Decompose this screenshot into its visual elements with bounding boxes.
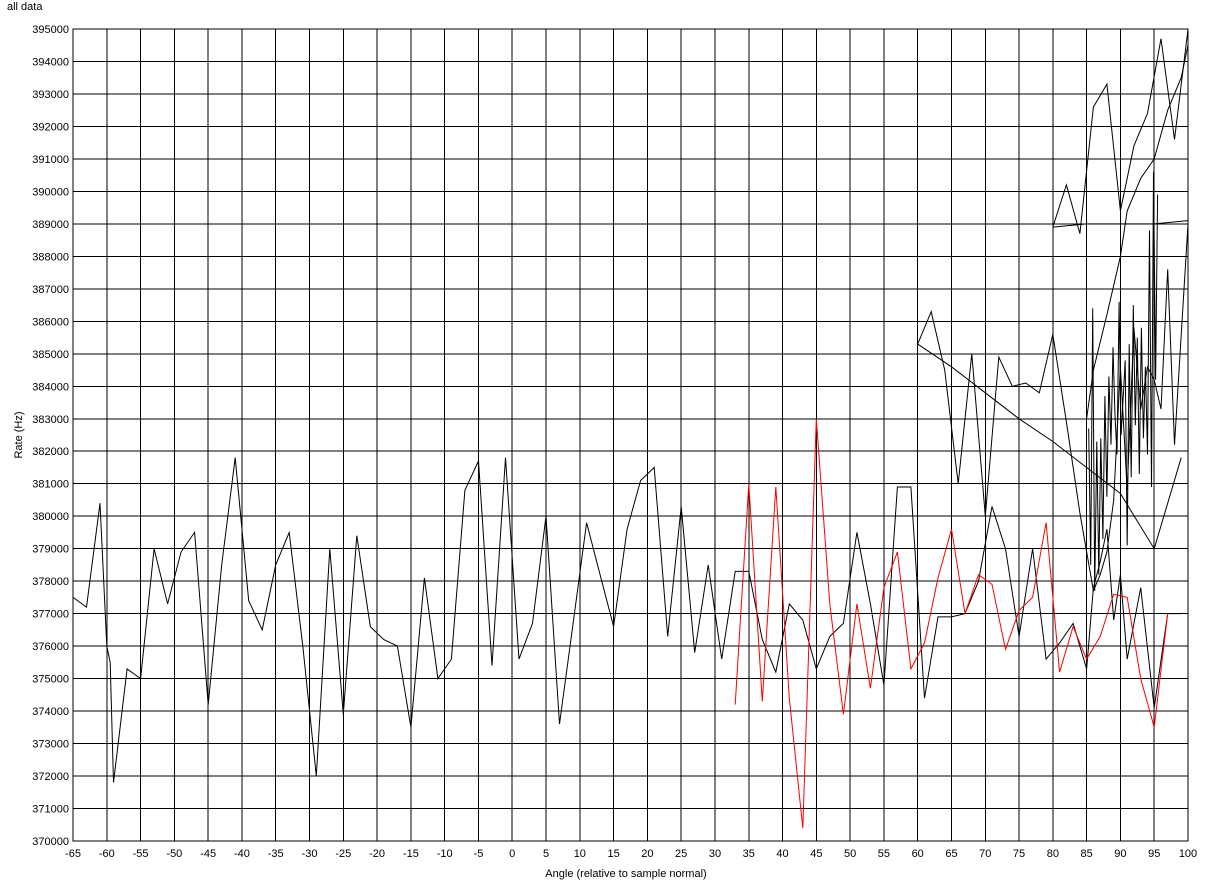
x-tick-label: 45	[810, 848, 822, 860]
x-tick-label: 55	[878, 848, 890, 860]
x-tick-label: -25	[335, 848, 351, 860]
plot-area	[72, 28, 1189, 842]
x-tick-label: -20	[369, 848, 385, 860]
series-line-5	[1052, 220, 1189, 228]
y-tick-label: 374000	[32, 706, 69, 718]
x-tick-label: 5	[543, 848, 549, 860]
x-tick-label: 80	[1047, 848, 1059, 860]
series-line-4	[1052, 28, 1189, 234]
x-tick-label: -55	[133, 848, 149, 860]
x-tick-label: -10	[437, 848, 453, 860]
x-tick-label: 25	[675, 848, 687, 860]
y-tick-label: 390000	[32, 186, 69, 198]
x-tick-label: 50	[844, 848, 856, 860]
y-tick-label: 391000	[32, 154, 69, 166]
y-tick-labels: 370000 371000 372000 373000 374000 375000 3760…	[32, 24, 69, 848]
x-tick-label: -60	[99, 848, 115, 860]
x-tick-label: 40	[776, 848, 788, 860]
x-tick-label: -40	[234, 848, 250, 860]
x-tick-label: -5	[474, 848, 484, 860]
y-tick-label: 373000	[32, 739, 69, 751]
y-tick-label: 378000	[32, 576, 69, 588]
x-tick-label: -35	[268, 848, 284, 860]
series-line-6	[1088, 171, 1159, 591]
y-tick-label: 393000	[32, 89, 69, 101]
y-tick-label: 385000	[32, 349, 69, 361]
grid-lines	[72, 28, 1189, 842]
y-tick-label: 376000	[32, 641, 69, 653]
x-tick-label: 10	[574, 848, 586, 860]
x-tick-label: 70	[979, 848, 991, 860]
y-tick-label: 379000	[32, 544, 69, 556]
y-tick-label: 384000	[32, 381, 69, 393]
x-tick-label: 75	[1013, 848, 1025, 860]
y-tick-label: 388000	[32, 251, 69, 263]
y-tick-label: 383000	[32, 414, 69, 426]
x-tick-label: 95	[1148, 848, 1160, 860]
y-tick-label: 381000	[32, 479, 69, 491]
series-line-3	[917, 343, 1182, 550]
x-tick-label: 65	[945, 848, 957, 860]
x-tick-labels: -65 -60 -55 -50 -45 -40 -35 -30 -25 -20 -15 -10 -5 0 5…	[65, 848, 1197, 860]
y-tick-label: 372000	[32, 771, 69, 783]
y-axis-label: Rate (Hz)	[13, 411, 25, 458]
y-tick-label: 371000	[32, 804, 69, 816]
x-tick-label: 60	[912, 848, 924, 860]
x-tick-label: -30	[302, 848, 318, 860]
x-tick-label: 20	[641, 848, 653, 860]
series-group	[72, 28, 1189, 829]
x-tick-label: 30	[709, 848, 721, 860]
y-tick-label: 375000	[32, 674, 69, 686]
series-line-7	[1086, 45, 1189, 419]
y-tick-label: 382000	[32, 446, 69, 458]
y-tick-label: 370000	[32, 836, 69, 848]
x-tick-label: 0	[509, 848, 515, 860]
y-tick-label: 392000	[32, 121, 69, 133]
y-tick-label: 386000	[32, 316, 69, 328]
x-tick-label: 90	[1114, 848, 1126, 860]
x-tick-label: 15	[607, 848, 619, 860]
x-axis-label: Angle (relative to sample normal)	[545, 868, 706, 880]
x-tick-label: 35	[743, 848, 755, 860]
x-tick-label: -15	[403, 848, 419, 860]
series-line-1	[72, 457, 1182, 783]
x-tick-label: -50	[166, 848, 182, 860]
y-tick-label: 380000	[32, 511, 69, 523]
y-tick-label: 395000	[32, 24, 69, 36]
x-tick-label: -45	[200, 848, 216, 860]
x-tick-label: 100	[1179, 848, 1197, 860]
y-tick-label: 389000	[32, 219, 69, 231]
chart-title: all data	[7, 1, 43, 13]
x-tick-label: 85	[1081, 848, 1093, 860]
y-tick-label: 387000	[32, 284, 69, 296]
series-line-8	[734, 418, 1169, 829]
x-tick-label: -65	[65, 848, 81, 860]
y-tick-label: 377000	[32, 609, 69, 621]
y-tick-label: 394000	[32, 56, 69, 68]
